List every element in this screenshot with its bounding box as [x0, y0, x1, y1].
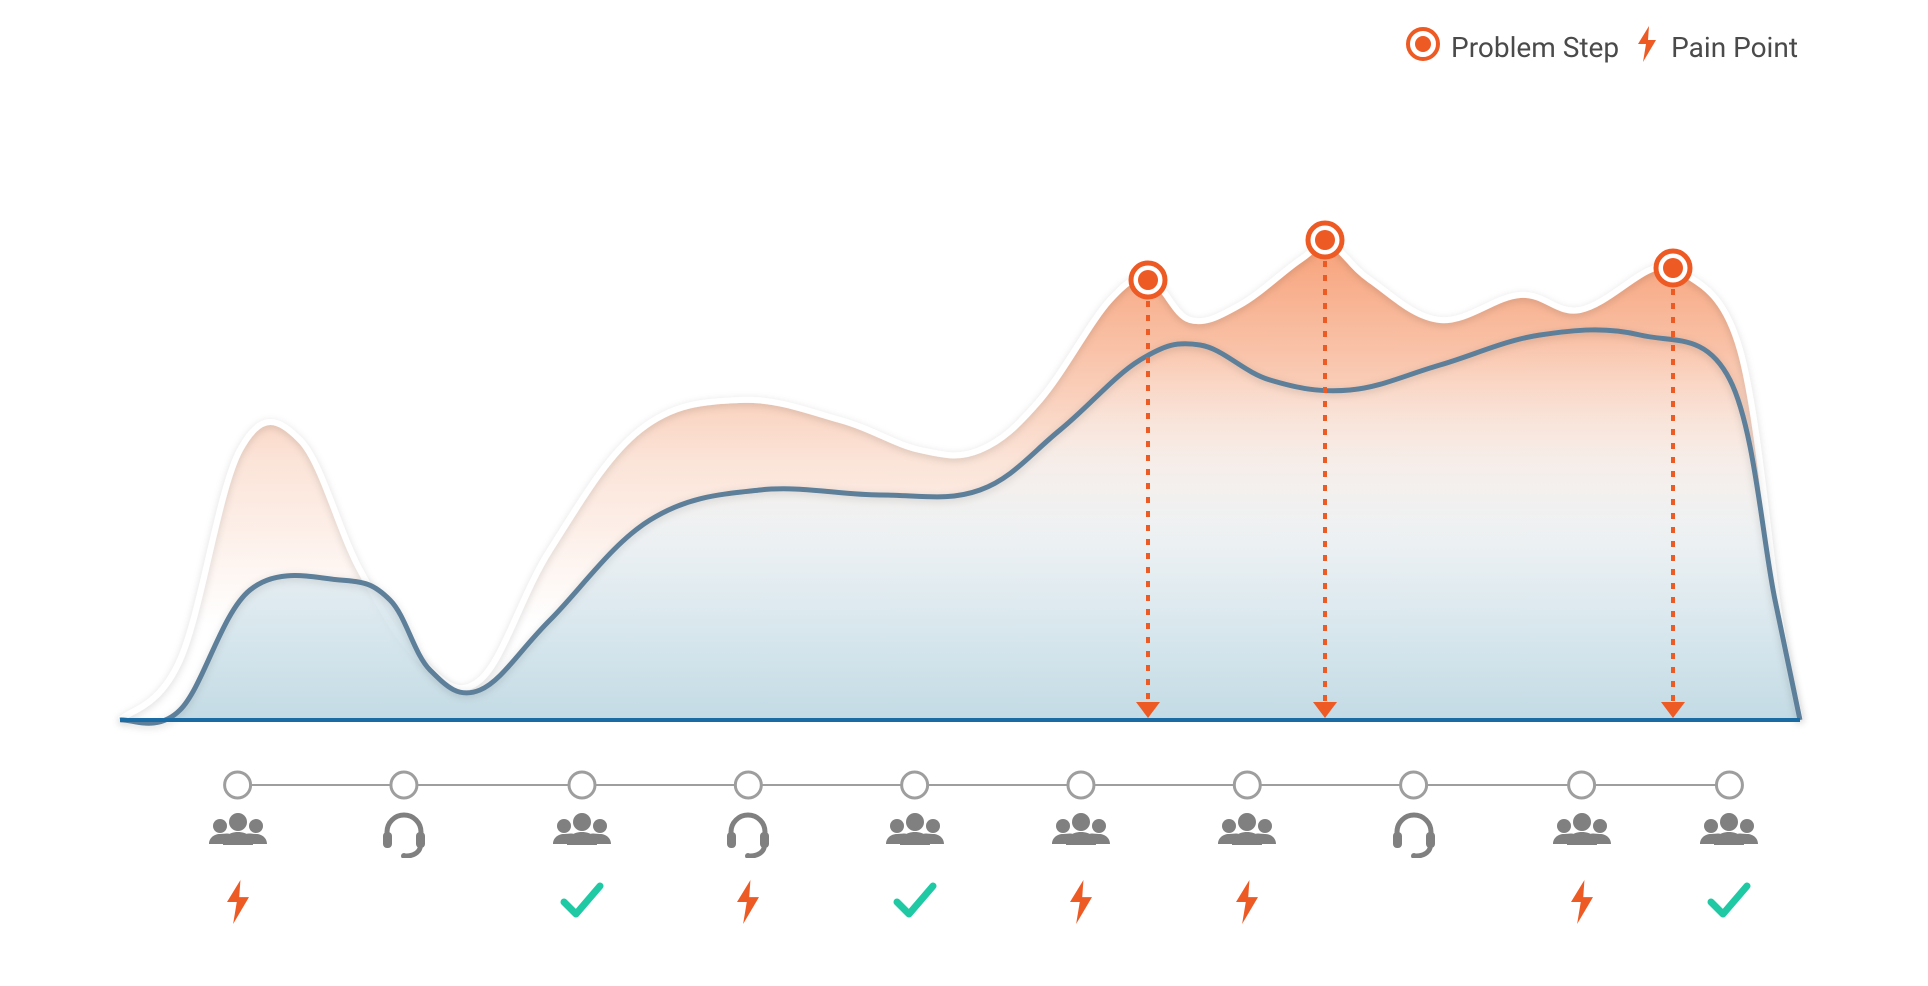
- timeline-step-dot: [1569, 772, 1595, 798]
- bolt-icon: [1633, 26, 1661, 69]
- group-icon: [1699, 810, 1759, 858]
- journey-chart: Problem Step Pain Point: [0, 0, 1928, 986]
- step-icons-row: [120, 810, 1800, 866]
- problem-step-marker-core: [1315, 230, 1335, 250]
- problem-step-marker-core: [1663, 258, 1683, 278]
- check-icon: [557, 880, 607, 924]
- legend-item-pain-point: Pain Point: [1633, 26, 1798, 69]
- timeline-step-dot: [1401, 772, 1427, 798]
- legend-label: Problem Step: [1451, 31, 1619, 64]
- timeline-step-dot: [1716, 772, 1742, 798]
- bolt-icon: [213, 880, 263, 928]
- check-icon: [890, 880, 940, 924]
- group-icon: [1051, 810, 1111, 858]
- group-icon: [1552, 810, 1612, 858]
- timeline-step-dot: [902, 772, 928, 798]
- group-icon: [208, 810, 268, 858]
- group-icon: [1217, 810, 1277, 858]
- blue-area: [120, 330, 1800, 723]
- legend: Problem Step Pain Point: [1405, 26, 1798, 69]
- check-icon: [1704, 880, 1754, 924]
- problem-step-marker-core: [1138, 270, 1158, 290]
- area-chart: [120, 120, 1800, 740]
- group-icon: [885, 810, 945, 858]
- bolt-icon: [1557, 880, 1607, 928]
- timeline-step-dot: [1234, 772, 1260, 798]
- timeline-step-dot: [391, 772, 417, 798]
- headset-icon: [718, 810, 778, 862]
- problem-step-icon: [1405, 26, 1441, 69]
- step-status-row: [120, 880, 1800, 936]
- bolt-icon: [1056, 880, 1106, 928]
- headset-icon: [1384, 810, 1444, 862]
- group-icon: [552, 810, 612, 858]
- legend-label: Pain Point: [1671, 31, 1798, 64]
- timeline-step-dot: [569, 772, 595, 798]
- timeline-step-dot: [1068, 772, 1094, 798]
- legend-item-problem-step: Problem Step: [1405, 26, 1619, 69]
- bolt-icon: [723, 880, 773, 928]
- step-timeline: [120, 770, 1800, 800]
- bolt-icon: [1222, 880, 1272, 928]
- timeline-step-dot: [735, 772, 761, 798]
- headset-icon: [374, 810, 434, 862]
- timeline-step-dot: [225, 772, 251, 798]
